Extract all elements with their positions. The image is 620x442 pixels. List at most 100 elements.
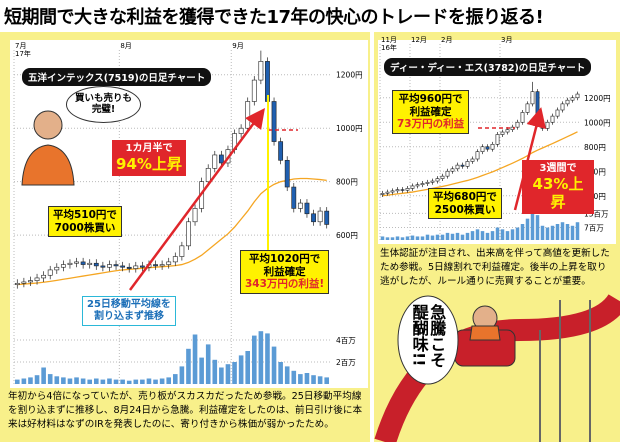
candle-body — [278, 141, 284, 161]
candle-body — [93, 262, 99, 267]
candle-body — [400, 189, 405, 191]
x-tick-label: 8月 — [120, 42, 131, 50]
candle-body — [435, 178, 440, 182]
y-tick-label: 15百万 — [584, 209, 609, 218]
y-tick-label: 4百万 — [336, 336, 356, 345]
candle-body — [304, 202, 310, 215]
volume-bar — [430, 235, 435, 240]
volume-bar — [480, 231, 485, 240]
y-tick-label: 7百万 — [584, 224, 604, 233]
volume-bar — [450, 233, 455, 240]
volume-bar — [172, 374, 178, 384]
candle-body — [34, 277, 40, 281]
candle-body — [495, 134, 500, 145]
volume-bar — [113, 379, 119, 384]
candle-body — [258, 61, 264, 81]
volume-bar — [74, 377, 79, 384]
volume-bar — [186, 348, 191, 384]
candle-body — [565, 99, 570, 105]
callout-line: 平均510円で — [53, 209, 117, 221]
volume-bar — [395, 236, 400, 240]
candle-body — [575, 93, 580, 99]
candle-body — [172, 256, 178, 263]
candle-body — [41, 274, 47, 279]
volume-bar — [490, 231, 495, 240]
volume-bar — [199, 357, 204, 384]
callout-line: 利益確定 — [409, 105, 452, 118]
volume-bar — [311, 375, 316, 384]
volume-bar — [47, 374, 53, 384]
volume-bar — [298, 374, 303, 384]
y-tick-label: 600円 — [584, 167, 606, 176]
volume-bar — [251, 335, 257, 384]
candle-body — [107, 264, 112, 268]
volume-bar — [291, 370, 297, 384]
candle-body — [159, 264, 165, 267]
volume-bar — [205, 344, 211, 384]
candle-body — [485, 146, 490, 150]
candle-body — [410, 185, 415, 189]
volume-bar — [93, 378, 99, 384]
candle-body — [47, 269, 53, 276]
volume-bar — [212, 359, 218, 384]
callout-line: 平均680円で — [433, 191, 497, 203]
candle-body — [192, 208, 198, 223]
y-tick-label: 1200円 — [336, 71, 363, 80]
volume-bar — [304, 373, 310, 384]
volume-bar — [550, 225, 555, 240]
candle-body — [311, 213, 316, 223]
volume-bar — [530, 211, 535, 240]
candle-body — [28, 280, 33, 283]
candle-body — [530, 91, 535, 105]
candle-body — [80, 261, 86, 265]
volume-bar — [21, 378, 27, 384]
volume-bar — [470, 231, 475, 240]
volume-bar — [258, 331, 264, 384]
chart-label: ディー・ディー・エス(3782)の日足チャート — [384, 58, 592, 76]
volume-bar — [555, 224, 560, 240]
volume-bar — [415, 236, 420, 240]
x-tick-label: 3月 — [501, 36, 512, 44]
y-tick-label: 400円 — [584, 192, 606, 201]
volume-bar — [465, 232, 470, 240]
volume-bar — [510, 229, 515, 240]
candle-body — [500, 131, 505, 135]
volume-bar — [405, 236, 410, 240]
speech-bubble: 買いも売りも 完璧! — [66, 86, 142, 123]
candle-body — [440, 175, 445, 179]
left-text: 年初から4倍になっていたが、売り板がスカスカだったため参戦。25日移動平均線を割… — [8, 391, 363, 430]
y-tick-label: 2百万 — [336, 358, 356, 367]
year-label: 16年 — [381, 43, 397, 52]
candle-body — [218, 154, 224, 164]
volume-bar — [495, 227, 500, 240]
candle-body — [555, 109, 560, 117]
rise-callout: 3週間で 43%上昇 — [522, 160, 594, 214]
right-text: 生体認証が注目され、出来高を伴って高値を更新したため参戦。5日線割れで利益確定。… — [380, 248, 610, 287]
candle-body — [166, 261, 172, 265]
candle-body — [139, 265, 145, 268]
chart-label: 五洋インテックス(7519)の日足チャート — [22, 68, 212, 86]
note-callout: 25日移動平均線を 割り込まず推移 — [82, 296, 176, 326]
candle-body — [455, 164, 460, 170]
volume-bar — [54, 376, 60, 384]
bubble-line: 買いも売りも — [75, 93, 133, 104]
candle-body — [291, 186, 297, 209]
volume-bar — [460, 234, 465, 240]
volume-bar — [525, 218, 530, 240]
volume-bar — [265, 333, 270, 384]
volume-bar — [87, 379, 93, 384]
volume-bar — [440, 234, 445, 240]
candle-body — [460, 164, 465, 167]
callout-line: 343万円の利益! — [245, 278, 325, 291]
candle-body — [380, 193, 385, 195]
volume-bar — [435, 234, 440, 240]
volume-bar — [380, 236, 385, 240]
volume-bar — [505, 231, 510, 240]
candle-body — [297, 202, 303, 209]
candle-body — [212, 154, 218, 169]
volume-bar — [425, 234, 430, 240]
volume-bar — [140, 379, 145, 384]
volume-bar — [545, 227, 550, 240]
volume-bar — [80, 378, 86, 384]
